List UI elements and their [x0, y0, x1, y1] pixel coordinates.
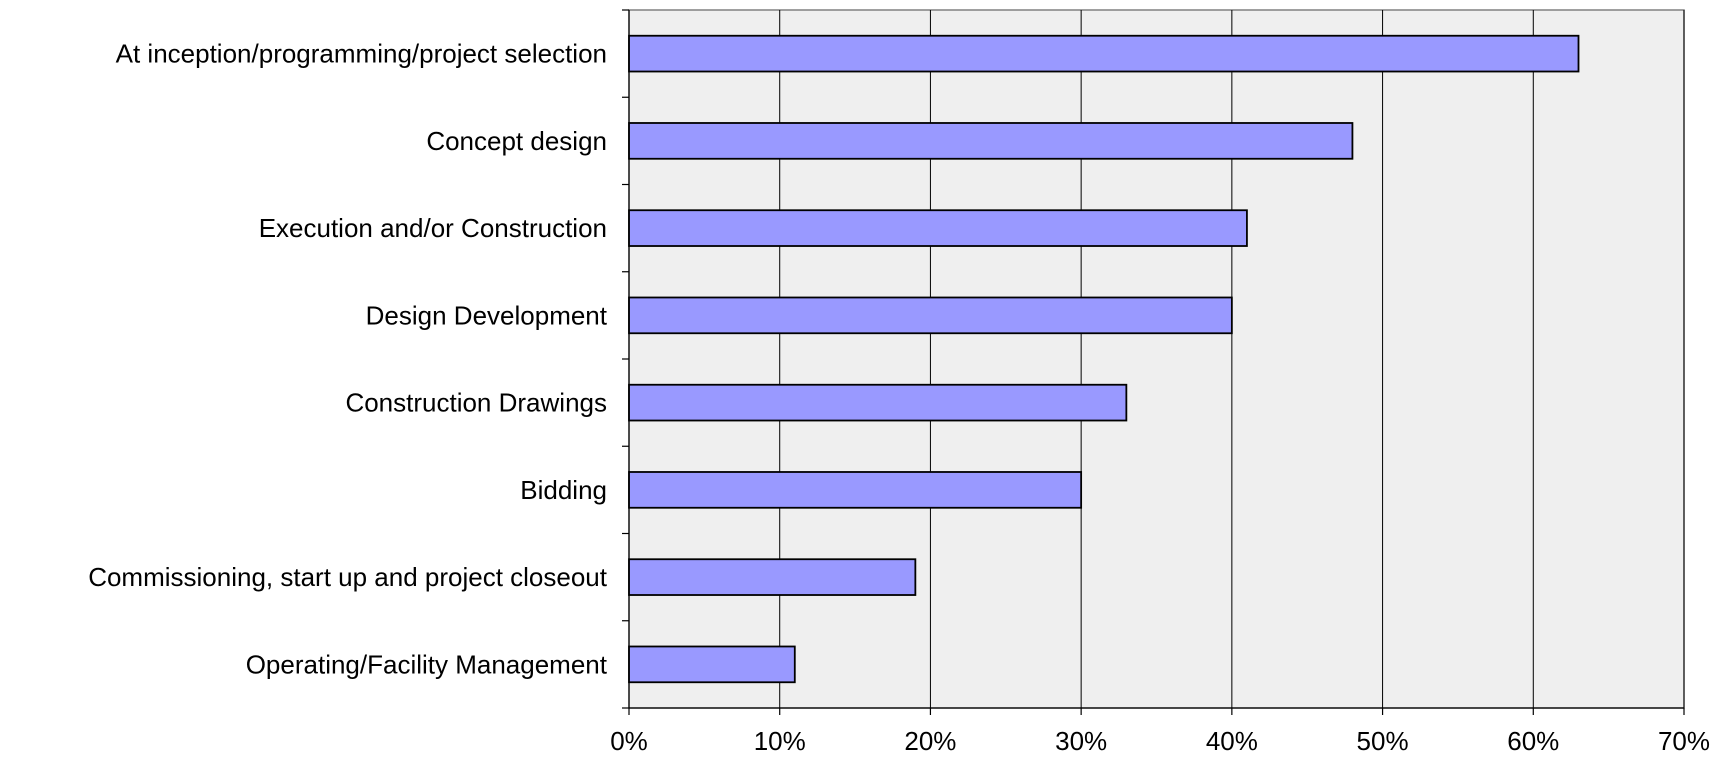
bar-1	[628, 122, 1354, 160]
x-tick-label-1: 10%	[754, 726, 806, 756]
bars	[628, 34, 1580, 684]
x-tick-label-3: 30%	[1055, 726, 1107, 756]
bar-7	[628, 645, 796, 684]
bar-5	[628, 471, 1083, 509]
category-label-3: Design Development	[366, 300, 608, 330]
x-tick-label-5: 50%	[1357, 726, 1409, 756]
x-tick-label-7: 70%	[1658, 726, 1710, 756]
labels: At inception/programming/project selecti…	[88, 39, 1710, 756]
category-label-2: Execution and/or Construction	[259, 213, 607, 243]
category-label-1: Concept design	[426, 126, 607, 156]
axes	[622, 9, 1685, 715]
x-tick-label-6: 60%	[1507, 726, 1559, 756]
category-label-6: Commissioning, start up and project clos…	[88, 562, 608, 592]
x-tick-label-2: 20%	[904, 726, 956, 756]
bar-6	[628, 558, 917, 596]
bar-4	[628, 383, 1128, 422]
x-tick-label-0: 0%	[610, 726, 648, 756]
bar-0	[628, 34, 1580, 73]
category-label-5: Bidding	[520, 475, 607, 505]
category-label-7: Operating/Facility Management	[246, 649, 608, 679]
category-label-4: Construction Drawings	[345, 388, 607, 418]
bar-2	[628, 209, 1248, 247]
x-tick-label-4: 40%	[1206, 726, 1258, 756]
plot-area	[628, 9, 1685, 709]
bar-3	[628, 296, 1233, 335]
category-label-0: At inception/programming/project selecti…	[116, 39, 607, 69]
